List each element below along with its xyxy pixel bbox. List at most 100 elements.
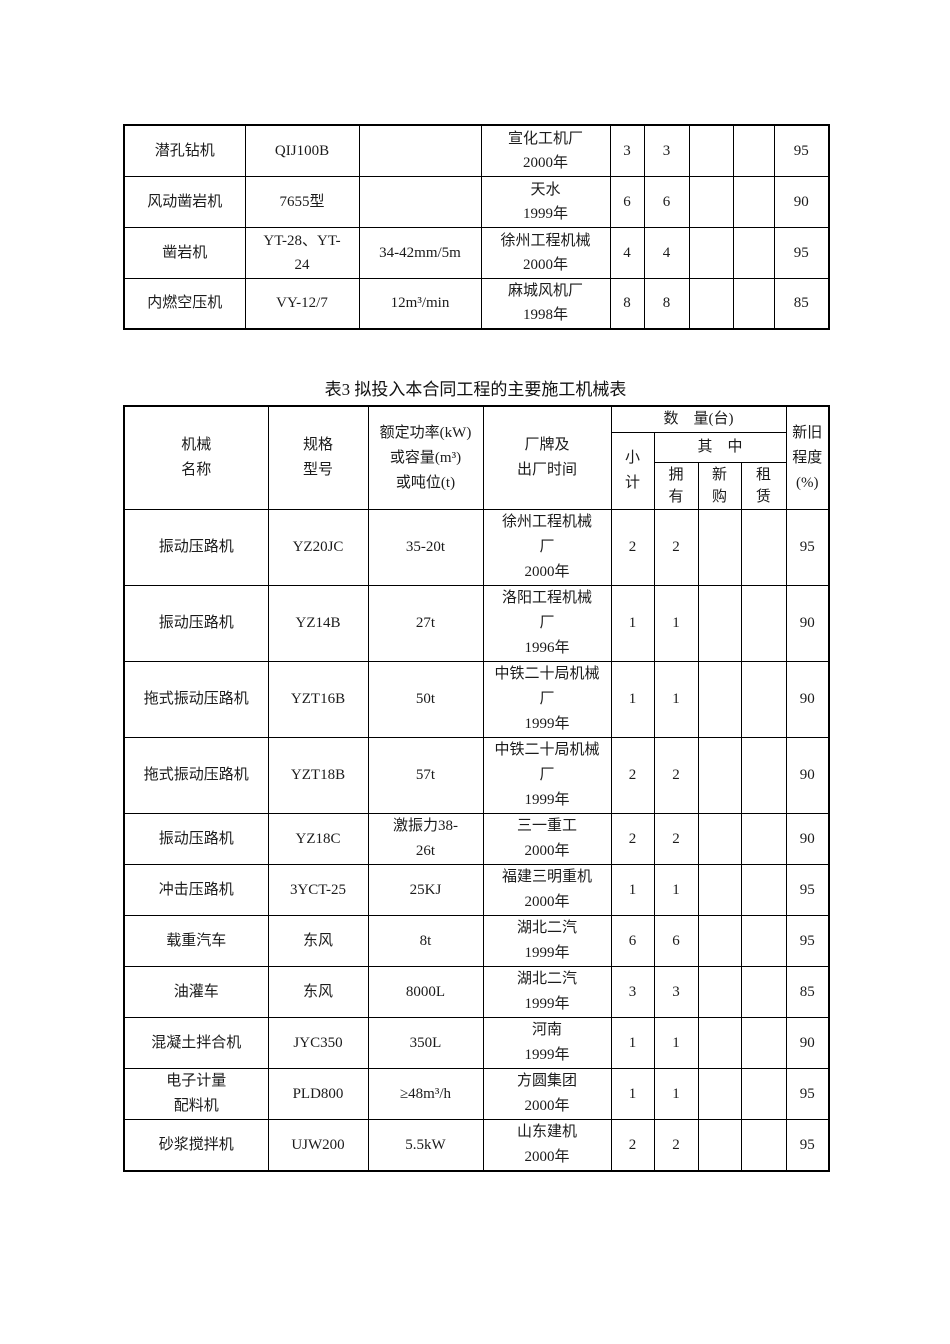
cell-spec-model: YZ20JC	[267, 509, 369, 586]
table-row: 油灌车 东风 8000L 湖北二汽 1999年 3 3 85	[123, 966, 830, 1018]
cell-machine-name: 凿岩机	[123, 226, 246, 279]
cell-maker-date: 方圆集团 2000年	[482, 1068, 612, 1120]
cell-qty-subtotal: 3	[609, 124, 645, 177]
machinery-table-continuation: 潜孔钻机 QIJ100B 宣化工机厂 2000年 3 3 95 风动凿岩机 7655型 天水 1…	[123, 124, 830, 330]
cell-maker-date: 天水 1999年	[480, 175, 611, 228]
cell-qty-rent	[740, 509, 787, 586]
cell-qty-subtotal: 2	[610, 737, 655, 814]
cell-condition: 90	[785, 585, 830, 662]
cell-qty-owned: 1	[653, 1017, 699, 1069]
cell-qty-new	[697, 509, 742, 586]
cell-machine-name: 振动压路机	[123, 585, 269, 662]
table-row: 潜孔钻机 QIJ100B 宣化工机厂 2000年 3 3 95	[123, 124, 830, 177]
cell-qty-new	[697, 966, 742, 1018]
cell-maker-date: 徐州工程机械 厂 2000年	[482, 509, 612, 586]
cell-qty-new	[688, 124, 734, 177]
cell-rated-power	[358, 124, 482, 177]
cell-qty-subtotal: 1	[610, 1068, 655, 1120]
table-row: 混凝土拌合机 JYC350 350L 河南 1999年 1 1 90	[123, 1017, 830, 1069]
table-row: 振动压路机 YZ14B 27t 洛阳工程机械 厂 1996年 1 1 90	[123, 585, 830, 662]
cell-qty-rent	[740, 864, 787, 916]
cell-qty-owned: 2	[653, 509, 699, 586]
cell-qty-subtotal: 1	[610, 1017, 655, 1069]
header-spec-model: 规格 型号	[267, 405, 369, 510]
cell-qty-subtotal: 4	[609, 226, 645, 279]
cell-qty-subtotal: 6	[610, 915, 655, 967]
header-machine-name: 机械 名称	[123, 405, 269, 510]
cell-rated-power: 50t	[367, 661, 484, 738]
cell-rated-power: 25KJ	[367, 864, 484, 916]
table-row: 拖式振动压路机 YZT18B 57t 中铁二十局机械 厂 1999年 2 2 90	[123, 737, 830, 814]
cell-qty-new	[697, 737, 742, 814]
cell-condition: 90	[773, 175, 830, 228]
cell-machine-name: 拖式振动压路机	[123, 737, 269, 814]
cell-qty-subtotal: 1	[610, 661, 655, 738]
cell-qty-owned: 2	[653, 813, 699, 865]
cell-machine-name: 油灌车	[123, 966, 269, 1018]
cell-rated-power: 34-42mm/5m	[358, 226, 482, 279]
cell-machine-name: 电子计量 配料机	[123, 1068, 269, 1120]
table-row: 凿岩机 YT-28、YT- 24 34-42mm/5m 徐州工程机械 2000年 4 4 9…	[123, 226, 830, 279]
table-row: 内燃空压机 VY-12/7 12m³/min 麻城风机厂 1998年 8 8 85	[123, 277, 830, 330]
cell-condition: 95	[785, 915, 830, 967]
header-quantity: 数 量(台)	[610, 405, 787, 433]
cell-qty-new	[697, 1068, 742, 1120]
cell-qty-owned: 1	[653, 585, 699, 662]
cell-qty-new	[688, 175, 734, 228]
cell-qty-rent	[740, 661, 787, 738]
header-owned: 拥 有	[653, 462, 699, 510]
table-row: 电子计量 配料机 PLD800 ≥48m³/h 方圆集团 2000年 1 1 95	[123, 1068, 830, 1120]
cell-spec-model: QIJ100B	[244, 124, 360, 177]
cell-qty-owned: 4	[643, 226, 690, 279]
cell-spec-model: 3YCT-25	[267, 864, 369, 916]
header-among: 其 中	[653, 432, 787, 463]
table-row: 拖式振动压路机 YZT16B 50t 中铁二十局机械 厂 1999年 1 1 90	[123, 661, 830, 738]
cell-maker-date: 徐州工程机械 2000年	[480, 226, 611, 279]
cell-spec-model: 7655型	[244, 175, 360, 228]
header-rated-power: 额定功率(kW) 或容量(m³) 或吨位(t)	[367, 405, 484, 510]
cell-maker-date: 宣化工机厂 2000年	[480, 124, 611, 177]
table-row: 砂浆搅拌机 UJW200 5.5kW 山东建机 2000年 2 2 95	[123, 1119, 830, 1172]
cell-machine-name: 冲击压路机	[123, 864, 269, 916]
cell-qty-new	[697, 661, 742, 738]
cell-qty-rent	[732, 124, 775, 177]
cell-maker-date: 中铁二十局机械 厂 1999年	[482, 661, 612, 738]
cell-machine-name: 砂浆搅拌机	[123, 1119, 269, 1172]
cell-machine-name: 风动凿岩机	[123, 175, 246, 228]
table-row: 载重汽车 东风 8t 湖北二汽 1999年 6 6 95	[123, 915, 830, 967]
header-row-2: 小 计 其 中	[124, 432, 829, 510]
cell-qty-rent	[740, 737, 787, 814]
cell-condition: 90	[785, 737, 830, 814]
cell-spec-model: YZT16B	[267, 661, 369, 738]
cell-qty-subtotal: 6	[609, 175, 645, 228]
cell-machine-name: 载重汽车	[123, 915, 269, 967]
cell-qty-new	[697, 1017, 742, 1069]
cell-spec-model: VY-12/7	[244, 277, 360, 330]
header-condition: 新旧 程度 (%)	[785, 405, 830, 510]
cell-qty-rent	[740, 915, 787, 967]
cell-rated-power: 8000L	[367, 966, 484, 1018]
cell-maker-date: 福建三明重机 2000年	[482, 864, 612, 916]
cell-rated-power: 12m³/min	[358, 277, 482, 330]
cell-qty-rent	[740, 585, 787, 662]
cell-qty-subtotal: 2	[610, 509, 655, 586]
cell-qty-rent	[740, 1068, 787, 1120]
cell-qty-subtotal: 1	[610, 585, 655, 662]
cell-rated-power	[358, 175, 482, 228]
cell-qty-rent	[732, 175, 775, 228]
cell-qty-new	[688, 277, 734, 330]
cell-rated-power: 350L	[367, 1017, 484, 1069]
cell-machine-name: 振动压路机	[123, 509, 269, 586]
cell-qty-new	[697, 864, 742, 916]
cell-qty-owned: 1	[653, 864, 699, 916]
cell-qty-subtotal: 2	[610, 813, 655, 865]
cell-spec-model: UJW200	[267, 1119, 369, 1172]
cell-condition: 90	[785, 1017, 830, 1069]
cell-rated-power: 激振力38- 26t	[367, 813, 484, 865]
cell-qty-new	[697, 813, 742, 865]
cell-qty-rent	[740, 1119, 787, 1172]
cell-spec-model: YZ14B	[267, 585, 369, 662]
cell-qty-rent	[740, 1017, 787, 1069]
cell-spec-model: YZ18C	[267, 813, 369, 865]
cell-qty-rent	[732, 226, 775, 279]
